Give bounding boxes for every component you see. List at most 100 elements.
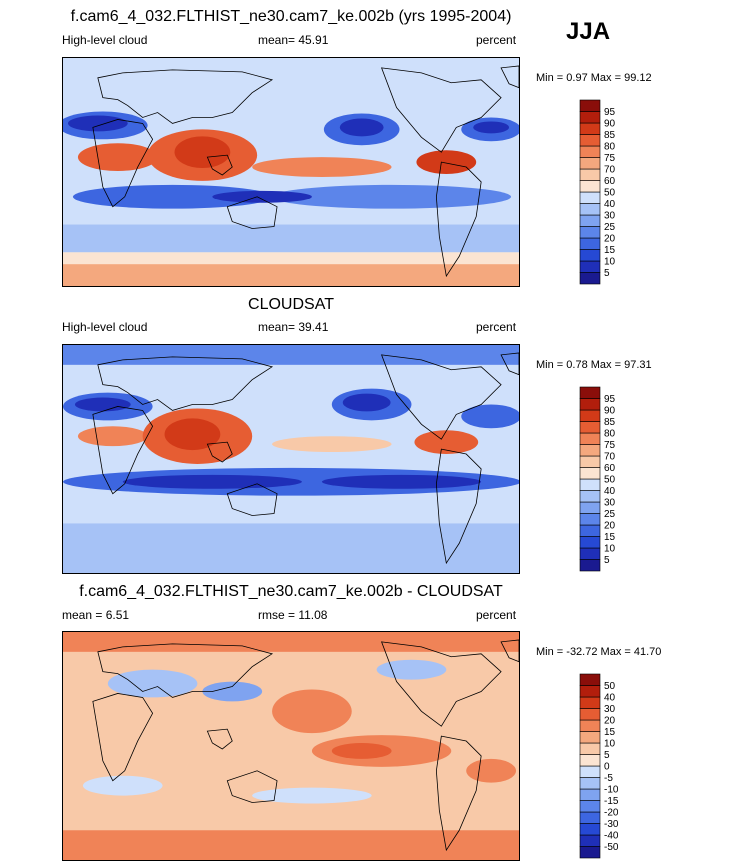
season-label: JJA [566, 18, 611, 45]
colorbar-tick-label: -10 [604, 785, 619, 796]
colorbar-tick-label: 5 [604, 750, 610, 761]
colorbar-box [579, 536, 601, 549]
colorbar-box [579, 800, 601, 813]
panel2-blue-atlantic-east [461, 404, 519, 429]
panel2-blue-s-subtropics-core [122, 474, 302, 489]
colorbar-box [579, 742, 601, 755]
panel3-map-base [63, 632, 519, 860]
panel3-max-value: 41.70 [633, 646, 662, 658]
panel1-min-label: Min = [536, 72, 564, 84]
colorbar-box [579, 559, 601, 572]
panel2-max-value: 97.31 [624, 359, 652, 371]
colorbar-tick-label: 10 [604, 544, 616, 555]
panel1-title: f.cam6_4_032.FLTHIST_ne30.cam7_ke.002b (… [70, 8, 512, 25]
panel3-max-label: Max = [600, 646, 631, 658]
colorbar-box [579, 249, 601, 262]
panel1-southern-ocean-band-light [63, 252, 519, 265]
colorbar-tick-label: -40 [604, 831, 619, 842]
panel2-red-indian [77, 426, 148, 447]
panel2-map [62, 344, 520, 574]
colorbar-box [579, 455, 601, 468]
colorbar-tick-label: 30 [604, 498, 616, 509]
colorbar-box [579, 214, 601, 227]
colorbar-tick-label: 15 [604, 245, 616, 256]
panel2-polar-north-band [63, 345, 519, 365]
colorbar-tick-label: 5 [604, 268, 610, 279]
colorbar-tick-label: 25 [604, 222, 616, 233]
panel1-blue-n-pacific-core [339, 118, 384, 137]
colorbar-tick-label: 5 [604, 555, 610, 566]
panel3-mean-label: mean = 6.51 [62, 608, 130, 622]
panel3-arctic-band [63, 632, 519, 652]
panel1-minmax: Min = 0.97 Max = 99.12 [536, 72, 652, 84]
panel1-polar-north-band [63, 58, 519, 84]
colorbar-tick-label: 20 [604, 234, 616, 245]
colorbar-tick-label: 90 [604, 119, 616, 130]
colorbar-box [579, 524, 601, 537]
panel2-red-pacific-itcz [272, 436, 392, 453]
colorbar-tick-label: 15 [604, 532, 616, 543]
panel3-min-value: -32.72 [566, 646, 598, 658]
colorbar-box [579, 788, 601, 801]
colorbar-tick-label: 60 [604, 463, 616, 474]
panel1-min-value: 0.97 [566, 72, 588, 84]
panel3-blue-s-africa [82, 775, 163, 796]
panel3-blue-europe [107, 669, 198, 698]
panel2-blue-n-atlantic-core [74, 397, 131, 412]
panel1-mean-label: mean= 45.91 [258, 33, 329, 47]
panel2-mean-label: mean= 39.41 [258, 320, 329, 334]
panel3-coastlines [92, 639, 519, 852]
panel2-min-label: Min = [536, 359, 564, 371]
colorbar-tick-label: 10 [604, 739, 616, 750]
colorbar-tick-label: 50 [604, 475, 616, 486]
colorbar-box [579, 490, 601, 503]
colorbar-box [579, 191, 601, 204]
colorbar-box [579, 467, 601, 480]
colorbar-box [579, 122, 601, 135]
colorbar-tick-label: 70 [604, 165, 616, 176]
colorbar-tick-label: 80 [604, 429, 616, 440]
panel2-min-value: 0.78 [566, 359, 588, 371]
panel3-blue-s-pacific [252, 787, 372, 804]
panel1-red-warm-pool-core [174, 136, 231, 169]
panel3-red-south-atlantic [466, 758, 517, 783]
colorbar-box [579, 777, 601, 790]
panel3-minmax: Min = -32.72 Max = 41.70 [536, 646, 661, 658]
panel2-red-central-america [414, 430, 479, 455]
colorbar-box [579, 811, 601, 824]
colorbar-box [579, 708, 601, 721]
panel1-max-label: Max = [590, 72, 622, 84]
colorbar-tick-label: -30 [604, 819, 619, 830]
colorbar-tick-label: -20 [604, 808, 619, 819]
colorbar-box [579, 99, 601, 112]
colorbar-box [579, 226, 601, 239]
colorbar-box [579, 673, 601, 686]
colorbar-box [579, 501, 601, 514]
colorbar-box [579, 145, 601, 158]
colorbar-tick-label: 95 [604, 107, 616, 118]
panel1-red-pacific-itcz [252, 157, 392, 177]
panel3-red-west-pacific [272, 689, 352, 734]
colorbar-tick-label: 50 [604, 188, 616, 199]
colorbar-tick-label: 90 [604, 406, 616, 417]
panel2-units-label: percent [476, 320, 517, 334]
colorbar-tick-label: 10 [604, 257, 616, 268]
colorbar-box [579, 731, 601, 744]
panel3-rmse-label: rmse = 11.08 [258, 608, 328, 622]
colorbar-tick-label: 40 [604, 693, 616, 704]
colorbar-box [579, 513, 601, 526]
panel1-map [62, 57, 520, 287]
colorbar-box [579, 834, 601, 847]
panel1-variable-label: High-level cloud [62, 33, 148, 47]
panel2-red-warm-pool-core [164, 418, 221, 451]
panel3-map [62, 631, 520, 861]
panel2-blue-s-pacific-core [321, 474, 482, 489]
panel2-variable-label: High-level cloud [62, 320, 148, 334]
panel2-minmax: Min = 0.78 Max = 97.31 [536, 359, 652, 371]
colorbar-box [579, 203, 601, 216]
panel1-blue-s-subtropics-west [72, 184, 273, 209]
colorbar-tick-label: 25 [604, 509, 616, 520]
colorbar-tick-label: 95 [604, 394, 616, 405]
